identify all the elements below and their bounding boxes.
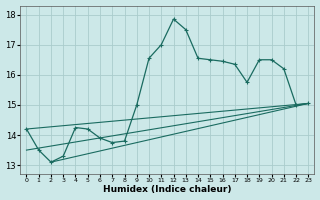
X-axis label: Humidex (Indice chaleur): Humidex (Indice chaleur) (103, 185, 232, 194)
